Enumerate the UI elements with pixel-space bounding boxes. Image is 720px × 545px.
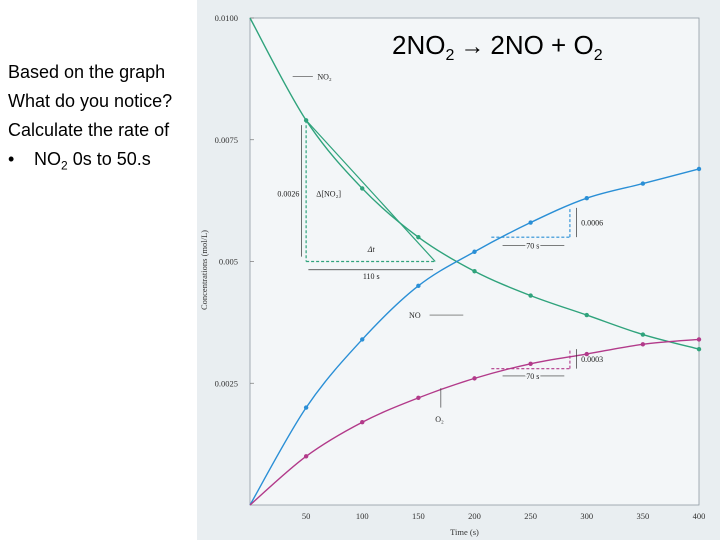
series-2-point-1	[303, 454, 309, 459]
equation-arrow: →	[460, 33, 485, 60]
x-tick-label-3: 200	[468, 511, 481, 521]
delta-t-value: 110 s	[363, 272, 380, 281]
equation-reactant-sub: 2	[445, 47, 455, 65]
series-line-0	[249, 17, 700, 350]
x-tick-label-1: 100	[356, 511, 369, 521]
series-label-no: NO	[409, 311, 421, 320]
delta-no2-label: Δ[NO₂]	[316, 189, 341, 198]
no2-tangent-line	[305, 119, 436, 262]
series-2-point-2	[360, 420, 365, 425]
reaction-equation: 2NO2 → 2NO + O2	[392, 30, 603, 65]
x-tick-label-7: 400	[693, 511, 706, 521]
bullet-dot: •	[8, 149, 15, 169]
series-0-point-4	[472, 269, 477, 274]
x-tick-label-4: 250	[524, 511, 537, 521]
no-run-label: 70 s	[526, 241, 539, 250]
series-0-point-5	[528, 293, 533, 298]
series-1-point-8	[696, 166, 702, 172]
x-tick-label-5: 300	[580, 511, 593, 521]
x-tick-label-6: 350	[637, 511, 650, 521]
equation-product-sub: 2	[593, 47, 603, 65]
series-1-point-6	[584, 195, 589, 201]
bullet-text-rest: 0s to 50.s	[67, 149, 151, 169]
series-line-1	[249, 168, 700, 506]
series-2-point-5	[528, 361, 533, 366]
series-1-point-1	[303, 405, 309, 410]
series-0-point-8	[696, 346, 702, 352]
chart-panel: 0.0025 0.005 0.0075 0.0100 50 100 150 200 250 300…	[197, 0, 720, 540]
bullet-text-sub: 2	[61, 158, 68, 173]
x-axis-label: Time (s)	[450, 527, 479, 537]
slide-text: Based on the graph What do you notice? C…	[8, 58, 198, 181]
series-label-no2: NO₂	[317, 72, 332, 81]
equation-reactant: 2NO	[392, 30, 446, 60]
y-tick-label-2: 0.0075	[215, 135, 238, 145]
series-1-point-7	[640, 181, 646, 186]
text-line-1: Based on the graph	[8, 62, 166, 82]
y-axis-label: Concentrations (mol/L)	[199, 230, 209, 310]
x-tick-label-2: 150	[412, 511, 425, 521]
series-2-point-4	[472, 376, 477, 381]
equation-products: 2NO + O	[490, 30, 594, 60]
y-tick-label-0: 0.0025	[215, 378, 238, 388]
series-2-point-7	[640, 342, 646, 347]
series-0-point-3	[416, 234, 421, 240]
series-2-point-8	[696, 337, 702, 342]
bullet-item: • NO2 0s to 50.s	[8, 145, 198, 181]
text-line-3: Calculate the rate of	[8, 120, 170, 140]
series-2-point-6	[584, 351, 589, 357]
x-tick-label-0: 50	[302, 511, 311, 521]
o2-run-label: 70 s	[526, 372, 539, 381]
series-1-point-2	[360, 337, 365, 342]
bullet-text-main: NO	[34, 149, 61, 169]
plot-area	[249, 17, 700, 506]
series-0-point-2	[360, 186, 365, 191]
series-label-o2: O₂	[435, 415, 444, 424]
series-1-point-4	[472, 249, 477, 254]
text-line-2: What do you notice?	[8, 91, 173, 111]
no-rise-label: 0.0006	[581, 219, 603, 228]
series-2-point-3	[416, 395, 421, 401]
series-1-point-3	[416, 283, 421, 289]
delta-no2-value: 0.0026	[277, 189, 299, 198]
series-1-point-5	[528, 220, 533, 225]
series-0-point-6	[584, 312, 589, 318]
y-tick-label-3: 0.0100	[215, 13, 238, 23]
y-tick-label-1: 0.005	[219, 257, 238, 267]
o2-rise-label: 0.0003	[581, 355, 603, 364]
concentration-chart: 0.0025 0.005 0.0075 0.0100 50 100 150 200 250 300…	[199, 13, 706, 537]
series-0-point-7	[640, 332, 646, 337]
delta-t-label: Δt	[367, 245, 376, 254]
